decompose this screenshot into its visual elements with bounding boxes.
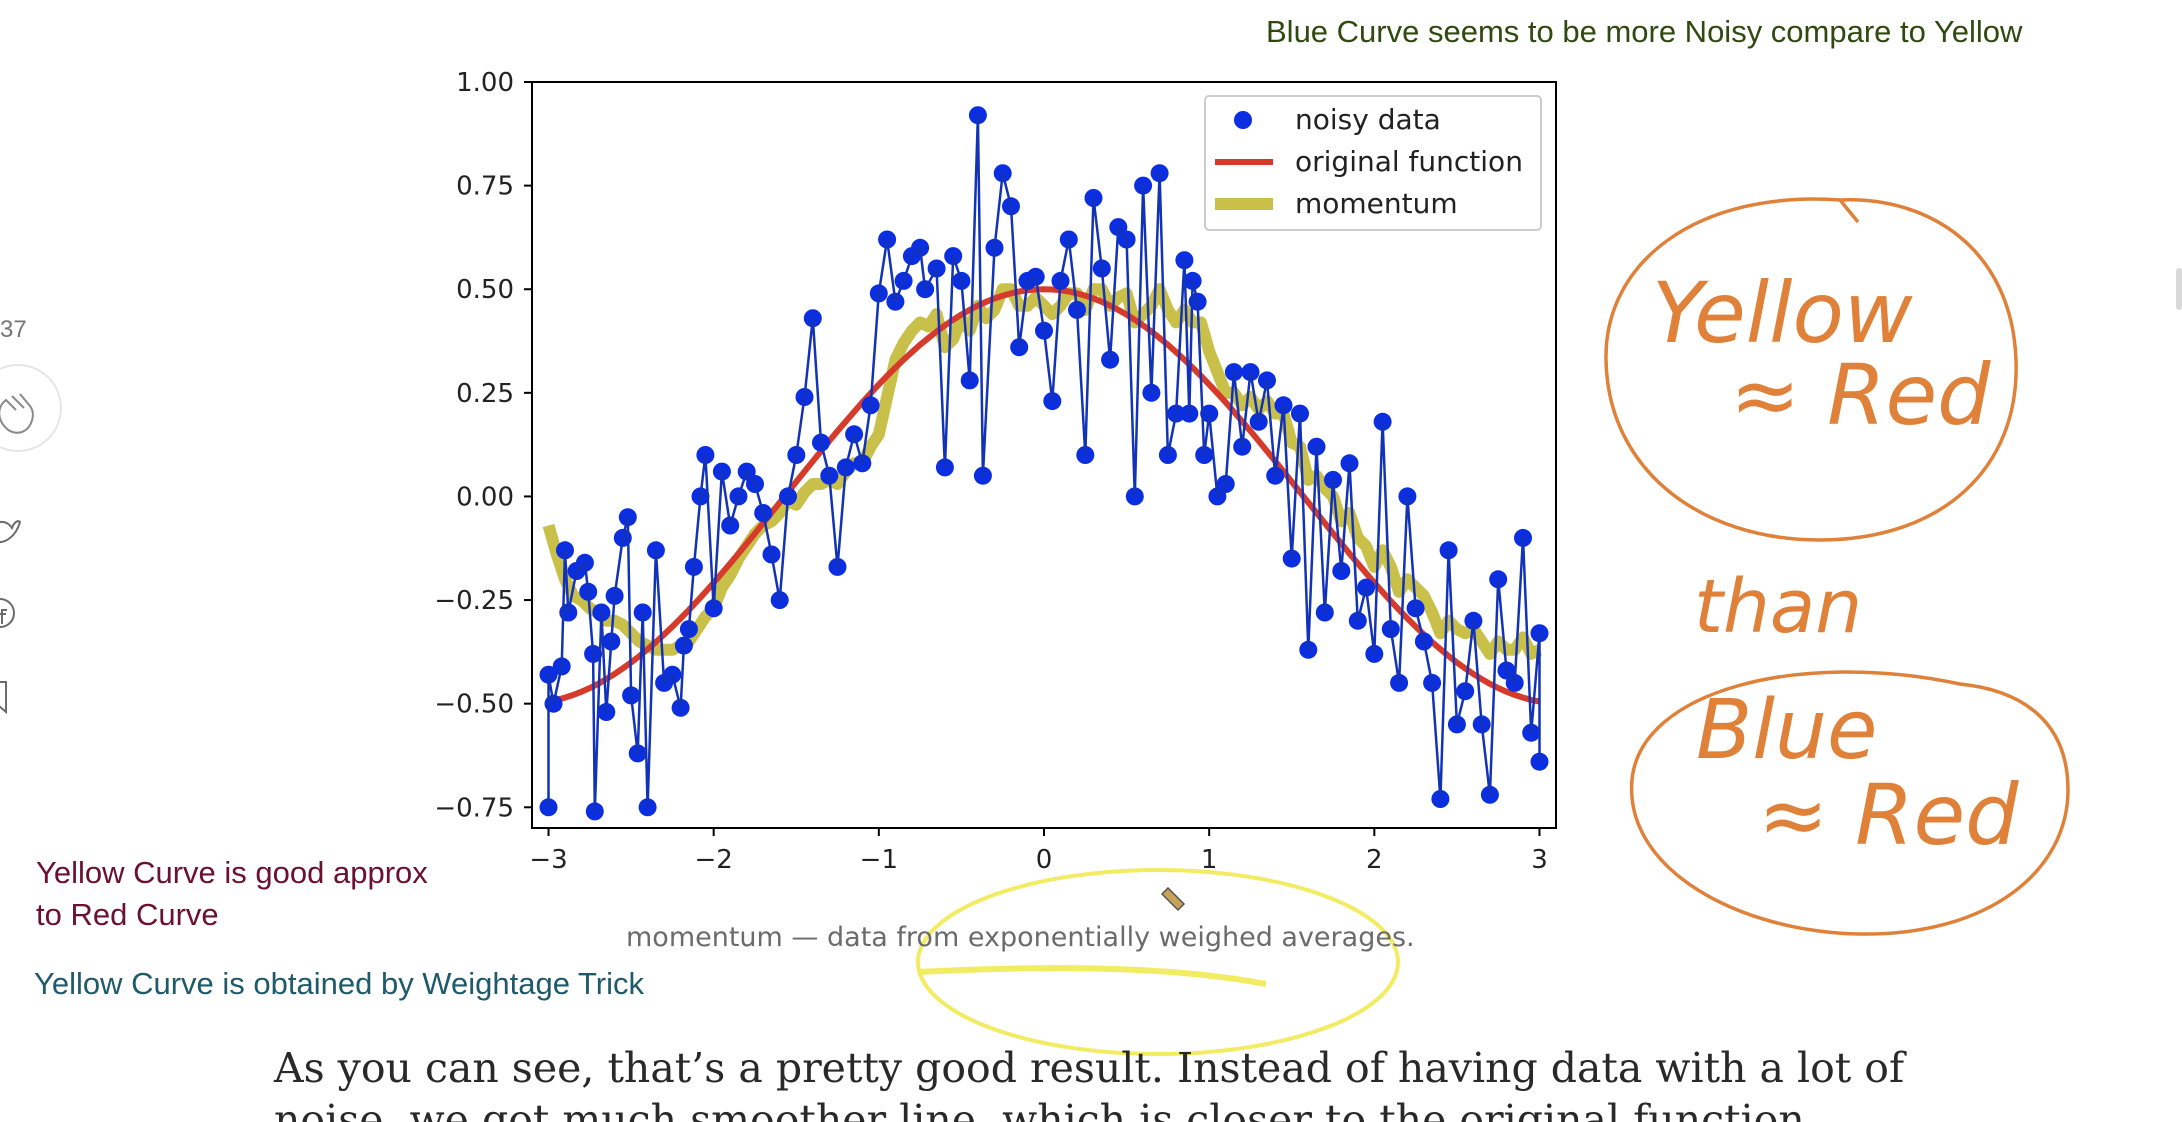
highlight-ellipse [916, 868, 1400, 1056]
annotation-yellow-approx-line2: to Red Curve [36, 897, 219, 932]
x-tick-label: −1 [860, 845, 898, 875]
legend-label: noisy data [1295, 103, 1441, 136]
annotation-yellow-approx: Yellow Curve is good approx to Red Curve [36, 852, 456, 936]
legend-label: momentum [1295, 187, 1458, 220]
handwritten-handwritten-yellow: Yellow [1652, 264, 1913, 362]
twitter-icon[interactable] [0, 514, 22, 548]
y-tick-label: −0.25 [434, 586, 514, 616]
clap-button[interactable] [0, 364, 62, 452]
highlight-underline [917, 965, 1267, 987]
article-paragraph-line2: noise, we got much smoother line, which … [274, 1100, 1818, 1122]
x-tick-label: −2 [695, 845, 733, 875]
blue-noisy-curve [547, 113, 1541, 813]
x-tick-label: 2 [1366, 845, 1383, 875]
annotation-top: Blue Curve seems to be more Noisy compar… [1266, 14, 2023, 49]
original-function-line [547, 286, 1541, 705]
y-tick-label: −0.50 [434, 690, 514, 720]
legend-box [1204, 95, 1542, 231]
pen-cursor-icon [1160, 886, 1186, 912]
y-tick-label: 1.00 [456, 68, 514, 98]
y-tick-label: 0.50 [456, 275, 514, 305]
y-tick-label: 0.75 [456, 172, 514, 202]
handwritten-handwritten-blue: Blue [1696, 683, 1877, 778]
clap-count: 37 [0, 316, 27, 343]
bookmark-icon[interactable] [0, 680, 22, 714]
orange-circle-top [1604, 197, 2018, 542]
handwritten-handwritten-approx-red2: ≈ Red [1758, 766, 2019, 864]
x-tick-label: 3 [1531, 845, 1548, 875]
scroll-indicator[interactable] [2176, 268, 2182, 310]
handwritten-handwritten-approx-red: ≈ Red [1730, 346, 1991, 444]
x-tick-label: 1 [1201, 845, 1218, 875]
clap-icon [0, 393, 34, 434]
y-tick-label: 0.00 [456, 482, 514, 512]
annotation-weightage: Yellow Curve is obtained by Weightage Tr… [34, 966, 644, 1001]
facebook-icon[interactable] [0, 596, 22, 630]
x-tick-label: 0 [1036, 845, 1053, 875]
legend: noisy data original function momentum [1204, 95, 1542, 231]
y-tick-label: 0.25 [456, 379, 514, 409]
legend-label: original function [1295, 145, 1523, 178]
legend-marker-noisy [1234, 111, 1252, 129]
figure-caption: momentum — data from exponentially weigh… [626, 922, 1415, 953]
x-tick-label: −3 [529, 845, 567, 875]
article-paragraph-line1: As you can see, that’s a pretty good res… [274, 1044, 1905, 1092]
handwritten-handwritten-than: than [1694, 564, 1862, 650]
orange-circle-bottom [1630, 670, 2070, 936]
y-tick-label: −0.75 [434, 793, 514, 823]
annotation-yellow-approx-line1: Yellow Curve is good approx [36, 855, 428, 890]
